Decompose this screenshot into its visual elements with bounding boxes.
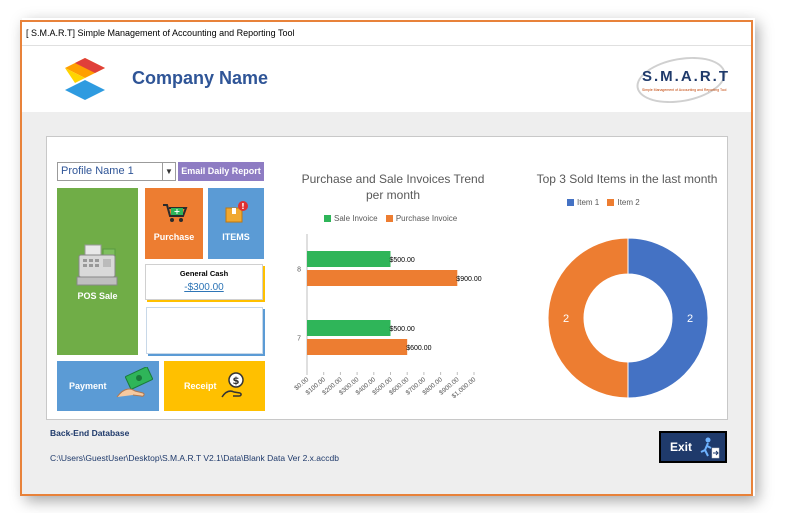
- bar-data-label: $500.00: [390, 257, 415, 264]
- items-button[interactable]: ! ITEMS: [208, 188, 264, 259]
- coin-hand-icon: $: [221, 372, 244, 398]
- shopping-cart-icon: +: [163, 204, 188, 222]
- legend-swatch-purchase: [385, 215, 393, 222]
- bar-purchase-invoice: [307, 339, 408, 355]
- svg-text:$: $: [233, 376, 240, 387]
- app-window: [ S.M.A.R.T] Simple Management of Accoun…: [20, 20, 753, 496]
- company-name: Company Name: [132, 68, 269, 88]
- legend-swatch-item-2: [607, 199, 615, 206]
- legend-item-1: Item 1: [567, 198, 599, 207]
- legend-item-2: Item 2: [607, 198, 640, 207]
- purchase-button[interactable]: + Purchase: [145, 188, 203, 259]
- box-icon: !: [225, 201, 248, 223]
- smart-logo: S.M.A.R.T Simple Management of Accountin…: [632, 50, 730, 110]
- pos-sale-button[interactable]: POS Sale: [57, 188, 138, 355]
- legend-item-purchase: Purchase Invoice: [385, 214, 458, 223]
- legend-label-purchase: Purchase Invoice: [395, 214, 458, 223]
- general-cash-value[interactable]: -$300.00: [184, 282, 224, 293]
- legend-swatch-sale: [324, 215, 331, 222]
- blank-card: [146, 307, 263, 354]
- exit-label: Exit: [670, 440, 693, 454]
- donut-slice-1: [627, 237, 709, 399]
- bar-data-label: $600.00: [406, 345, 431, 352]
- money-hand-icon: [116, 367, 154, 398]
- svg-text:+: +: [174, 207, 181, 216]
- legend-swatch-item-1: [567, 199, 574, 206]
- logo-subtitle: Simple Management of Accounting and Repo…: [642, 88, 727, 92]
- category-tick-label: 7: [297, 336, 301, 343]
- company-logo-icon: [65, 58, 105, 100]
- general-cash-label: General Cash: [179, 269, 229, 278]
- bar-data-label: $500.00: [390, 326, 415, 333]
- donut-slice-label: 2: [687, 313, 693, 325]
- items-label: ITEMS: [222, 232, 250, 242]
- chevron-down-icon[interactable]: ▼: [162, 163, 175, 180]
- payment-button[interactable]: Payment: [57, 361, 159, 411]
- dashboard-panel: Profile Name 1 ▼ Email Daily Report POS …: [46, 136, 728, 420]
- top-items-donut-chart: 22: [547, 237, 709, 399]
- category-tick-label: 8: [297, 267, 301, 274]
- cash-register-icon: [76, 244, 118, 286]
- backend-db-label: Back-End Database: [50, 428, 130, 438]
- top-items-legend: Item 1 Item 2: [567, 198, 646, 207]
- profile-selected-value: Profile Name 1: [61, 165, 134, 177]
- bar-purchase-invoice: [307, 270, 458, 286]
- exit-button[interactable]: Exit: [659, 431, 727, 463]
- purchase-label: Purchase: [153, 232, 195, 242]
- trend-chart-legend: Sale Invoice Purchase Invoice: [324, 214, 463, 223]
- backend-db-path: C:\Users\GuestUser\Desktop\S.M.A.R.T V2.…: [50, 453, 339, 463]
- general-cash-card: General Cash -$300.00: [145, 264, 263, 300]
- trend-bar-chart: 8$500.00$900.007$500.00$600.00$0.00$100.…: [293, 234, 482, 400]
- pos-sale-label: POS Sale: [77, 291, 118, 301]
- email-daily-report-button[interactable]: Email Daily Report: [178, 162, 264, 181]
- svg-text:!: !: [241, 202, 245, 211]
- header: Company Name S.M.A.R.T Simple Management…: [22, 46, 751, 112]
- bar-data-label: $900.00: [456, 276, 481, 283]
- legend-label-item-2: Item 2: [617, 198, 640, 207]
- trend-chart-title: Purchase and Sale Invoices Trend per mon…: [301, 172, 485, 202]
- exit-door-icon: [700, 437, 720, 459]
- legend-item-sale: Sale Invoice: [324, 214, 378, 223]
- logo-text: S.M.A.R.T: [642, 68, 730, 85]
- donut-slice-2: [547, 237, 629, 399]
- profile-select[interactable]: Profile Name 1 ▼: [57, 162, 176, 181]
- payment-label: Payment: [69, 381, 107, 391]
- receipt-label: Receipt: [184, 381, 217, 391]
- legend-label-item-1: Item 1: [577, 198, 600, 207]
- top-items-chart-title: Top 3 Sold Items in the last month: [536, 172, 718, 186]
- bar-sale-invoice: [307, 251, 391, 267]
- window-title: [ S.M.A.R.T] Simple Management of Accoun…: [22, 22, 751, 46]
- donut-slice-label: 2: [563, 313, 569, 325]
- bar-sale-invoice: [307, 320, 391, 336]
- receipt-button[interactable]: Receipt $: [164, 361, 265, 411]
- legend-label-sale: Sale Invoice: [334, 214, 378, 223]
